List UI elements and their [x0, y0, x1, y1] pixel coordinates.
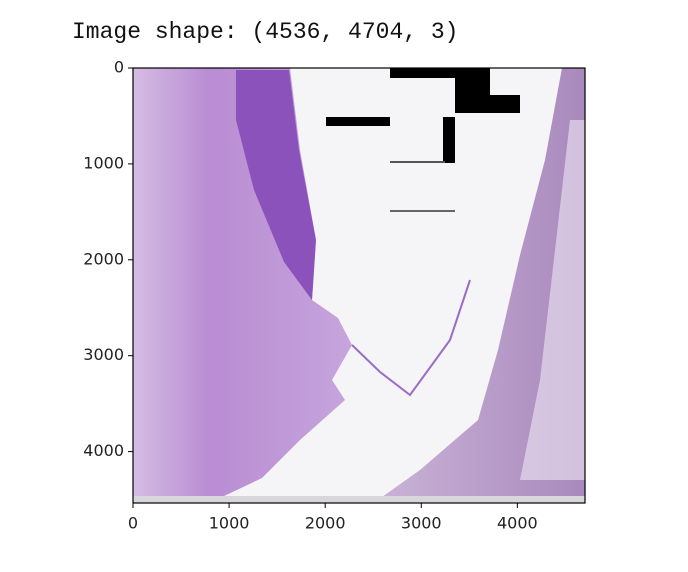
histology-image	[133, 68, 585, 503]
x-tick-label: 0	[128, 514, 138, 533]
x-tick-label: 2000	[305, 514, 346, 533]
axes-frame	[132, 67, 586, 504]
y-tick-label: 2000	[83, 249, 124, 268]
chart-title: Image shape: (4536, 4704, 3)	[72, 19, 458, 45]
y-tick-label: 0	[114, 58, 124, 77]
x-tick-label: 1000	[209, 514, 250, 533]
y-tick-label: 3000	[83, 345, 124, 364]
x-tick-label: 3000	[401, 514, 442, 533]
y-tick-label: 4000	[83, 441, 124, 460]
y-tick-label: 1000	[83, 153, 124, 172]
x-tick-label: 4000	[497, 514, 538, 533]
